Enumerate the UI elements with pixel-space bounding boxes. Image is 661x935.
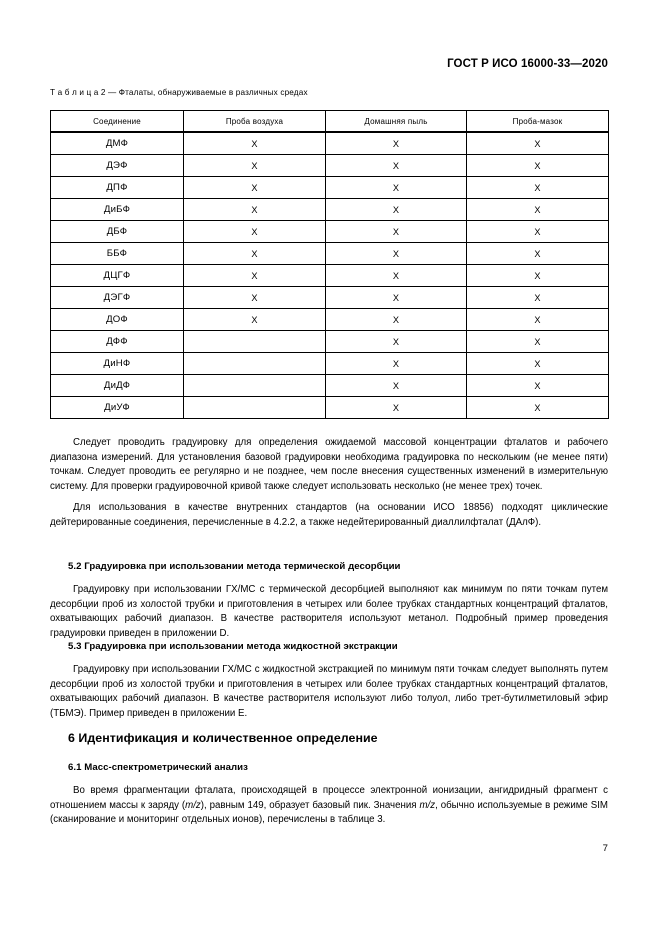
mz-symbol-first: m/z — [185, 799, 201, 811]
paragraph-5-3: Градуировку при использовании ГХ/МС с жи… — [50, 664, 608, 719]
cell-house-dust: X — [325, 264, 467, 287]
cell-compound: ББФ — [50, 242, 184, 265]
cell-air-sample — [183, 352, 326, 375]
table-row: ДОФ X X X — [50, 308, 609, 331]
cell-compound: ДЭГФ — [50, 286, 184, 309]
cell-air-sample: X — [183, 131, 326, 155]
cell-air-sample — [183, 374, 326, 397]
cell-air-sample: X — [183, 264, 326, 287]
mz-symbol-second: m/z — [419, 799, 436, 811]
table-row: ДПФ X X X — [50, 176, 609, 199]
cell-compound: ДиДФ — [50, 374, 184, 397]
cell-wipe-sample: X — [466, 176, 609, 199]
paragraph-6-1-text-b: ), равным 149, образует базовый пик. Зна… — [200, 799, 420, 811]
cell-house-dust: X — [325, 308, 467, 331]
table-row: ДФФ X X — [50, 330, 609, 353]
cell-compound: ДиБФ — [50, 198, 184, 221]
table-row: ДЭГФ X X X — [50, 286, 609, 309]
table-row: ДБФ X X X — [50, 220, 609, 243]
cell-wipe-sample: X — [466, 264, 609, 287]
cell-house-dust: X — [325, 242, 467, 265]
cell-house-dust: X — [325, 374, 467, 397]
cell-house-dust: X — [325, 198, 467, 221]
cell-house-dust: X — [325, 396, 467, 419]
cell-wipe-sample: X — [466, 242, 609, 265]
cell-air-sample — [183, 396, 326, 419]
cell-compound: ДПФ — [50, 176, 184, 199]
cell-wipe-sample: X — [466, 286, 609, 309]
column-header-air-sample: Проба воздуха — [183, 110, 326, 133]
paragraph-6-1-text-a: Во время фрагментации фталата, происходя… — [50, 785, 608, 811]
cell-air-sample — [183, 330, 326, 353]
heading-5-2: 5.2 Градуировка при использовании метода… — [68, 561, 401, 572]
cell-compound: ДОФ — [50, 308, 184, 331]
running-header-standard-number: ГОСТ Р ИСО 16000-33—2020 — [447, 58, 608, 70]
table-row: ДиБФ X X X — [50, 198, 609, 221]
column-header-compound: Соединение — [50, 110, 184, 133]
cell-house-dust: X — [325, 176, 467, 199]
table-row: ББФ X X X — [50, 242, 609, 265]
heading-6: 6 Идентификация и количественное определ… — [68, 731, 378, 745]
column-header-wipe-sample: Проба-мазок — [466, 110, 609, 133]
cell-house-dust: X — [325, 286, 467, 309]
cell-house-dust: X — [325, 330, 467, 353]
page-number: 7 — [602, 843, 608, 854]
cell-house-dust: X — [325, 154, 467, 177]
cell-air-sample: X — [183, 198, 326, 221]
phthalates-table: Соединение Проба воздуха Домашняя пыль П… — [50, 110, 609, 419]
cell-compound: ДМФ — [50, 131, 184, 155]
paragraph-5-2: Градуировку при использовании ГХ/МС с те… — [50, 584, 608, 639]
table-row: ДиНФ X X — [50, 352, 609, 375]
cell-compound: ДиУФ — [50, 396, 184, 419]
cell-compound: ДиНФ — [50, 352, 184, 375]
cell-wipe-sample: X — [466, 198, 609, 221]
cell-wipe-sample: X — [466, 330, 609, 353]
cell-wipe-sample: X — [466, 396, 609, 419]
paragraph-6-1-text-c: , обычно используемые в режиме SIM (скан… — [50, 799, 608, 826]
cell-air-sample: X — [183, 154, 326, 177]
cell-air-sample: X — [183, 242, 326, 265]
cell-air-sample: X — [183, 176, 326, 199]
cell-air-sample: X — [183, 220, 326, 243]
table-row: ДМФ X X X — [50, 131, 609, 155]
cell-compound: ДЭФ — [50, 154, 184, 177]
table-row: ДЭФ X X X — [50, 154, 609, 177]
cell-air-sample: X — [183, 286, 326, 309]
table-row: ДЦГФ X X X — [50, 264, 609, 287]
paragraph-6-1: Во время фрагментации фталата, происходя… — [50, 784, 608, 828]
paragraph-internal-standards: Для использования в качестве внутренних … — [50, 502, 608, 528]
table-body: ДМФ X X X ДЭФ X X X ДПФ X X X ДиБФ X X X ДБФ X X X ББФ X X X ДЦГ… — [50, 131, 609, 419]
table-row: ДиДФ X X — [50, 374, 609, 397]
cell-house-dust: X — [325, 352, 467, 375]
cell-wipe-sample: X — [466, 131, 609, 155]
cell-wipe-sample: X — [466, 154, 609, 177]
table-header-row: Соединение Проба воздуха Домашняя пыль П… — [50, 110, 609, 133]
table-header: Соединение Проба воздуха Домашняя пыль П… — [50, 110, 609, 133]
cell-air-sample: X — [183, 308, 326, 331]
heading-6-1: 6.1 Масс-спектрометрический анализ — [68, 762, 248, 773]
cell-wipe-sample: X — [466, 308, 609, 331]
cell-wipe-sample: X — [466, 374, 609, 397]
cell-compound: ДЦГФ — [50, 264, 184, 287]
heading-5-3: 5.3 Градуировка при использовании метода… — [68, 641, 398, 652]
cell-wipe-sample: X — [466, 352, 609, 375]
paragraph-calibration: Следует проводить градуировку для опреде… — [50, 437, 608, 492]
table-caption: Т а б л и ц а 2 — Фталаты, обнаруживаемы… — [50, 88, 308, 97]
cell-compound: ДБФ — [50, 220, 184, 243]
column-header-house-dust: Домашняя пыль — [325, 110, 467, 133]
table-row: ДиУФ X X — [50, 396, 609, 419]
cell-compound: ДФФ — [50, 330, 184, 353]
cell-house-dust: X — [325, 131, 467, 155]
cell-house-dust: X — [325, 220, 467, 243]
cell-wipe-sample: X — [466, 220, 609, 243]
